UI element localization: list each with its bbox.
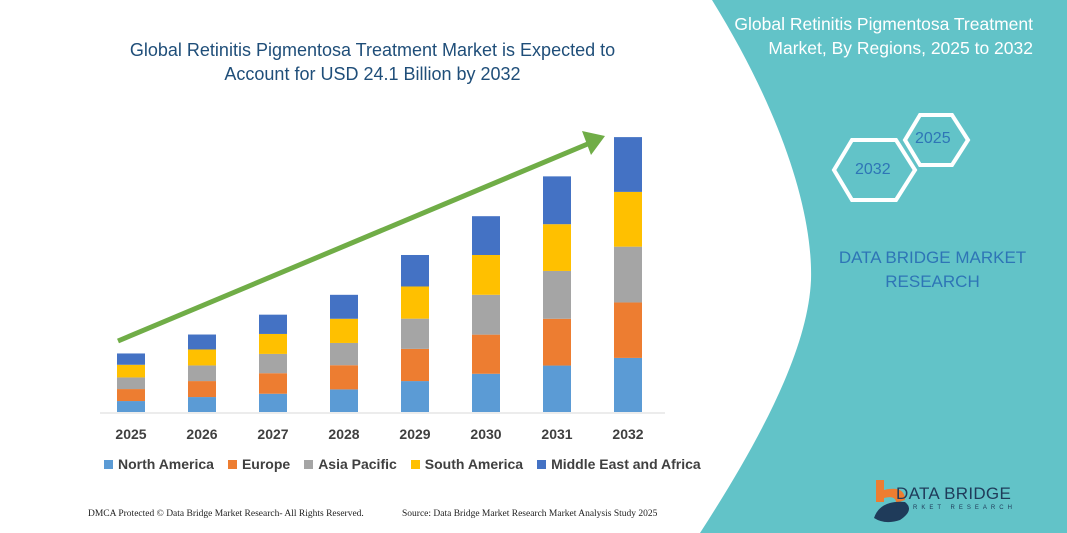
bar-segment-2029-south-america: [401, 286, 429, 319]
side-panel-title: Global Retinitis Pigmentosa Treatment Ma…: [734, 14, 1033, 58]
bar-segment-2032-asia-pacific: [614, 246, 642, 303]
bar-segment-2026-europe: [188, 381, 216, 398]
legend-item: Asia Pacific: [304, 456, 397, 472]
x-tick-label: 2032: [612, 426, 644, 442]
bar-segment-2027-north-america: [259, 393, 287, 412]
legend-item: South America: [410, 456, 524, 472]
legend-label: Europe: [241, 456, 291, 472]
legend-item: North America: [104, 456, 214, 472]
chart-title: Global Retinitis Pigmentosa Treatment Ma…: [129, 40, 616, 84]
bar-segment-2031-asia-pacific: [543, 270, 571, 319]
bar-segment-2025-europe: [117, 389, 145, 402]
bar-segment-2030-south-america: [472, 254, 500, 295]
bar-segment-2031-south-america: [543, 224, 571, 271]
bar-segment-2032-middle-east-and-africa: [614, 137, 642, 192]
bar-segment-2025-north-america: [117, 401, 145, 412]
bar-segment-2025-asia-pacific: [117, 377, 145, 390]
x-tick-label: 2026: [186, 426, 218, 442]
footer-copyright: DMCA Protected © Data Bridge Market Rese…: [88, 509, 364, 519]
legend-label: North America: [118, 456, 214, 472]
bar-segment-2030-europe: [472, 334, 500, 374]
logo-text: DATA BRIDGE: [896, 484, 1012, 503]
legend-label: South America: [424, 456, 524, 472]
logo-icon: [874, 480, 909, 523]
legend-label: Asia Pacific: [318, 456, 397, 472]
bar-segment-2028-middle-east-and-africa: [330, 294, 358, 319]
side-panel-background: [700, 0, 1067, 533]
x-tick-label: 2029: [399, 426, 431, 442]
hex-label-2025: 2025: [915, 130, 951, 147]
bar-segment-2028-europe: [330, 365, 358, 390]
bar-segment-2028-asia-pacific: [330, 342, 358, 366]
legend-item: Middle East and Africa: [537, 456, 701, 472]
bar-segment-2029-middle-east-and-africa: [401, 254, 429, 287]
bar-segment-2029-north-america: [401, 381, 429, 412]
bar-segment-2029-asia-pacific: [401, 318, 429, 349]
bar-segment-2028-north-america: [330, 389, 358, 412]
footer-source: Source: Data Bridge Market Research Mark…: [402, 509, 658, 519]
bar-segment-2030-middle-east-and-africa: [472, 216, 500, 255]
bar-segment-2026-north-america: [188, 397, 216, 412]
legend-swatch: [537, 459, 547, 469]
legend-swatch: [410, 459, 420, 469]
bar-segment-2027-asia-pacific: [259, 353, 287, 374]
x-tick-label: 2031: [541, 426, 573, 442]
legend-swatch: [104, 459, 113, 469]
bar-segment-2031-europe: [543, 318, 571, 366]
bar-segment-2027-europe: [259, 373, 287, 394]
hex-label-2032: 2032: [855, 161, 891, 178]
x-tick-label: 2030: [470, 426, 502, 442]
legend-item: Europe: [227, 456, 291, 472]
bar-segment-2025-south-america: [117, 364, 145, 378]
x-tick-label: 2025: [115, 426, 147, 442]
legend-swatch: [227, 459, 237, 469]
bar-segment-2027-middle-east-and-africa: [259, 314, 287, 334]
legend-label: Middle East and Africa: [551, 456, 701, 472]
bar-segment-2031-middle-east-and-africa: [543, 176, 571, 225]
hexagon-2032: [831, 138, 918, 202]
bar-segment-2032-south-america: [614, 191, 642, 247]
bar-segment-2032-north-america: [614, 357, 642, 412]
legend-swatch: [304, 459, 314, 469]
bar-segment-2031-north-america: [543, 365, 571, 412]
bar-segment-2032-europe: [614, 302, 642, 358]
x-tick-label: 2027: [257, 426, 289, 442]
bar-segment-2027-south-america: [259, 333, 287, 354]
legend: North America Europe Asia Pacific South Ame…: [104, 456, 701, 472]
bar-segment-2030-north-america: [472, 373, 500, 412]
brand-text: DATA BRIDGE MARKET RESEARCH: [838, 248, 1027, 291]
bar-segment-2026-asia-pacific: [188, 365, 216, 382]
trend-arrow: [117, 131, 605, 344]
bar-segment-2030-asia-pacific: [472, 294, 500, 335]
bar-segment-2028-south-america: [330, 318, 358, 343]
bar-segment-2025-middle-east-and-africa: [117, 353, 145, 365]
bar-group: [117, 137, 642, 412]
bar-segment-2026-middle-east-and-africa: [188, 334, 216, 350]
bar-segment-2029-europe: [401, 348, 429, 382]
hexagon-2025: [902, 113, 971, 167]
logo-subtext: MARKET RESEARCH: [896, 505, 1016, 511]
x-tick-label: 2028: [328, 426, 360, 442]
bar-segment-2026-south-america: [188, 349, 216, 366]
